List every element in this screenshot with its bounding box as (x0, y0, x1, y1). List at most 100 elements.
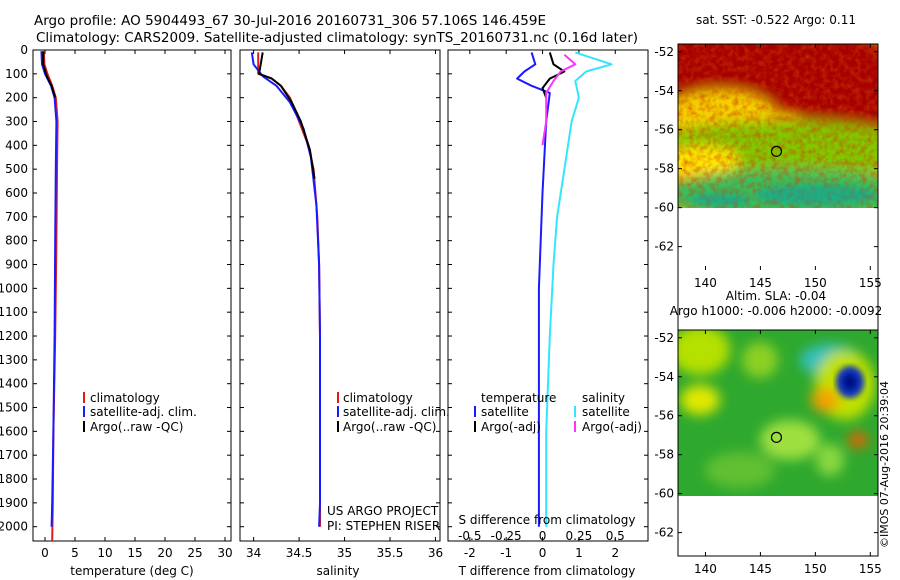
legend-swatch-climatology (337, 392, 339, 403)
series-line-satellite-adj-clim- (250, 52, 321, 527)
legend-label: Argo(..raw -QC) (343, 420, 436, 434)
x-tick-label: -1 (500, 546, 512, 560)
map-x-tick-label: 150 (804, 276, 827, 290)
series-line-satellite (545, 51, 613, 527)
x-tick-label: 5 (71, 546, 79, 560)
map-y-tick-label: -52 (654, 331, 674, 345)
s-tick-label: 0.25 (566, 529, 593, 543)
sla-map-title-line1: Altim. SLA: -0.04 (726, 289, 826, 303)
y-tick-label: 2000 (0, 520, 28, 534)
y-tick-label: 1500 (0, 401, 28, 415)
y-tick-label: 1200 (0, 329, 28, 343)
s-tick-label: 0 (539, 529, 547, 543)
difference-panel-frame (447, 49, 649, 542)
y-tick-label: 1000 (0, 281, 28, 295)
legend-label: Argo(..raw -QC) (90, 420, 183, 434)
y-tick-label: 1400 (0, 377, 28, 391)
y-tick-label: 100 (5, 67, 28, 81)
map-x-tick-label: 145 (749, 276, 772, 290)
y-tick-label: 0 (20, 43, 28, 57)
s-tick-label: -0.25 (491, 529, 522, 543)
y-tick-label: 1300 (0, 353, 28, 367)
x-tick-label: 15 (127, 546, 142, 560)
map-y-tick-label: -56 (654, 409, 674, 423)
y-tick-label: 600 (5, 186, 28, 200)
series-line-argo-raw-qc- (42, 51, 57, 98)
s-tick-label: 0.5 (606, 529, 625, 543)
temperature-axis-label: temperature (deg C) (70, 564, 193, 578)
map-y-tick-label: -58 (654, 448, 674, 462)
sst-map-image (678, 44, 878, 208)
y-tick-label: 400 (5, 138, 28, 152)
map-y-tick-label: -62 (654, 526, 674, 540)
legend-label: satellite-adj. clim. (343, 405, 450, 419)
pi-annotation: PI: STEPHEN RISER (327, 519, 440, 533)
x-tick-label: 34.5 (286, 546, 313, 560)
legend-label: climatology (90, 391, 160, 405)
map-x-tick-label: 155 (859, 276, 882, 290)
map-y-tick-label: -60 (654, 487, 674, 501)
credit-stamp: ©IMOS 07-Aug-2016 20:39:04 (878, 381, 891, 548)
legend-swatch-s-argo (574, 421, 576, 432)
map-x-tick-label: 155 (859, 562, 882, 576)
sla-map-axes: -52 -54 -56 -58 -60 -62 140 145 150 155 (654, 330, 882, 576)
series-line-argo-adj- (541, 54, 577, 146)
series-line-climatology (257, 52, 321, 527)
y-tick-label: 700 (5, 210, 28, 224)
map-x-tick-label: 140 (694, 276, 717, 290)
legend-swatch-climatology (83, 392, 85, 403)
map-y-tick-label: -56 (654, 123, 674, 137)
x-tick-label: -2 (464, 546, 476, 560)
x-tick-label: 1 (575, 546, 583, 560)
s-difference-axis-label: S difference from climatology (459, 513, 636, 527)
legend-label: Argo(-adj) (582, 420, 642, 434)
map-x-tick-label: 140 (694, 562, 717, 576)
x-tick-label: 30 (217, 546, 232, 560)
legend-swatch-argo (337, 421, 339, 432)
difference-legend: temperature salinity satellite Argo(-adj… (474, 391, 642, 434)
profile-location-marker (770, 431, 783, 443)
sst-map-axes: -52 -54 -56 -58 -60 -62 140 145 150 155 (654, 44, 882, 290)
map-y-tick-label: -54 (654, 370, 674, 384)
legend-title-salinity: salinity (582, 391, 625, 405)
salinity-panel-frame (239, 49, 441, 542)
sla-map-title-line2: Argo h1000: -0.006 h2000: -0.0092 (670, 304, 883, 318)
legend-label: Argo(-adj) (481, 420, 541, 434)
legend-swatch-argo (83, 421, 85, 432)
project-annotation: US ARGO PROJECT (327, 504, 439, 518)
x-tick-label: 2 (611, 546, 619, 560)
y-tick-label: 900 (5, 258, 28, 272)
y-tick-label: 800 (5, 234, 28, 248)
series-line-argo-raw-qc- (258, 52, 316, 179)
salinity-plot: 34 34.5 35 35.5 36 (240, 49, 443, 560)
map-y-tick-label: -54 (654, 84, 674, 98)
legend-swatch-s-satellite (574, 406, 576, 417)
temperature-plot: 0 100 200 300 400 500 600 700 800 900 1000 1100 1200… (0, 43, 233, 560)
x-tick-label: 35 (337, 546, 352, 560)
legend-swatch-satellite-clim (83, 406, 85, 417)
legend-swatch-t-argo (474, 421, 476, 432)
y-tick-label: 200 (5, 91, 28, 105)
map-y-tick-label: -58 (654, 162, 674, 176)
legend-label: satellite-adj. clim. (90, 405, 197, 419)
x-tick-label: 0 (539, 546, 547, 560)
y-tick-label: 500 (5, 162, 28, 176)
y-tick-label: 300 (5, 115, 28, 129)
y-tick-label: 1800 (0, 472, 28, 486)
y-tick-label: 1100 (0, 305, 28, 319)
map-x-tick-label: 150 (804, 562, 827, 576)
difference-plot: -2 -1 0 1 2 -0.5 -0.25 0 0.25 0.5 (448, 49, 648, 560)
series-line-satellite (516, 52, 551, 527)
temperature-panel-frame (32, 49, 232, 542)
legend-label: satellite (481, 405, 529, 419)
x-tick-label: 20 (157, 546, 172, 560)
y-tick-label: 1600 (0, 424, 28, 438)
legend-label: satellite (582, 405, 630, 419)
figure-title-line2: Climatology: CARS2009. Satellite-adjuste… (36, 30, 638, 46)
x-tick-label: 34 (246, 546, 261, 560)
map-x-tick-label: 145 (749, 562, 772, 576)
map-y-tick-label: -62 (654, 240, 674, 254)
y-tick-label: 1700 (0, 448, 28, 462)
x-tick-label: 25 (187, 546, 202, 560)
